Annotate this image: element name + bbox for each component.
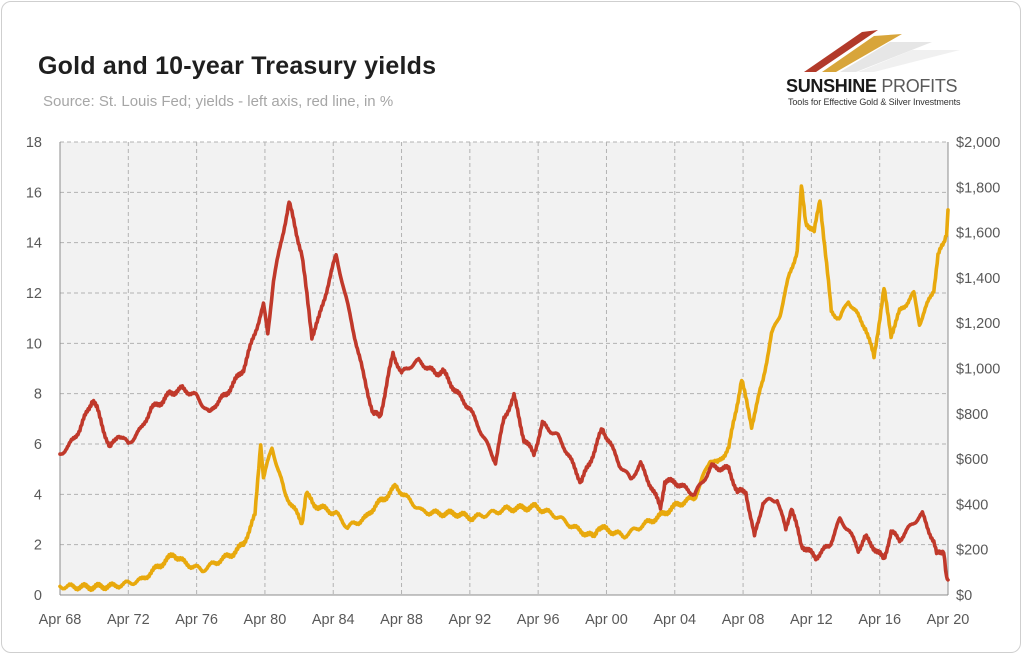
left-axis-tick-label: 12 <box>26 286 42 302</box>
x-axis-tick-label: Apr 00 <box>585 612 628 628</box>
right-axis-tick-label: $2,000 <box>956 135 1000 151</box>
x-axis-tick-label: Apr 12 <box>790 612 833 628</box>
x-axis-tick-label: Apr 84 <box>312 612 355 628</box>
treasury-yield-line <box>58 200 950 582</box>
x-axis-tick-label: Apr 16 <box>858 612 901 628</box>
logo-name-light: PROFITS <box>881 76 958 96</box>
left-axis-tick-label: 2 <box>34 538 42 554</box>
right-axis-tick-label: $200 <box>956 543 988 559</box>
chart-title: Gold and 10-year Treasury yields <box>38 52 437 80</box>
right-axis-tick-label: $1,000 <box>956 362 1000 378</box>
x-axis-tick-label: Apr 92 <box>448 612 491 628</box>
left-axis-tick-label: 10 <box>26 336 42 352</box>
x-axis-tick-label: Apr 80 <box>244 612 287 628</box>
right-axis-tick-label: $1,400 <box>956 271 1000 287</box>
logo-name-bold: SUNSHINE <box>786 76 877 96</box>
left-axis-tick-label: 0 <box>34 588 42 604</box>
plot-area <box>60 142 948 595</box>
x-axis-tick-label: Apr 76 <box>175 612 218 628</box>
chart-subtitle: Source: St. Louis Fed; yields - left axi… <box>43 93 394 110</box>
x-axis-tick-label: Apr 08 <box>722 612 765 628</box>
left-axis-tick-label: 14 <box>26 236 42 252</box>
right-axis-tick-label: $600 <box>956 452 988 468</box>
x-axis-tick-label: Apr 04 <box>653 612 696 628</box>
x-axis-tick-label: Apr 88 <box>380 612 423 628</box>
right-axis-tick-label: $1,200 <box>956 316 1000 332</box>
x-axis-tick-label: Apr 68 <box>39 612 82 628</box>
right-axis-tick-label: $0 <box>956 588 972 604</box>
x-axis-tick-label: Apr 96 <box>517 612 560 628</box>
logo-tagline: Tools for Effective Gold & Silver Invest… <box>788 97 961 107</box>
right-axis-tick-label: $800 <box>956 407 988 423</box>
left-axis-tick-label: 18 <box>26 135 42 151</box>
left-axis-tick-label: 8 <box>34 387 42 403</box>
gold-price-line <box>58 184 950 593</box>
left-axis-tick-label: 6 <box>34 437 42 453</box>
logo-name: SUNSHINE PROFITS <box>786 76 958 97</box>
right-axis-tick-label: $1,800 <box>956 180 1000 196</box>
x-axis-tick-label: Apr 72 <box>107 612 150 628</box>
right-axis-tick-label: $1,600 <box>956 226 1000 242</box>
left-axis-tick-label: 16 <box>26 185 42 201</box>
sunshine-profits-logo-icon <box>804 30 960 72</box>
left-axis-tick-label: 4 <box>34 487 42 503</box>
right-axis-tick-label: $400 <box>956 497 988 513</box>
x-axis-tick-label: Apr 20 <box>927 612 970 628</box>
